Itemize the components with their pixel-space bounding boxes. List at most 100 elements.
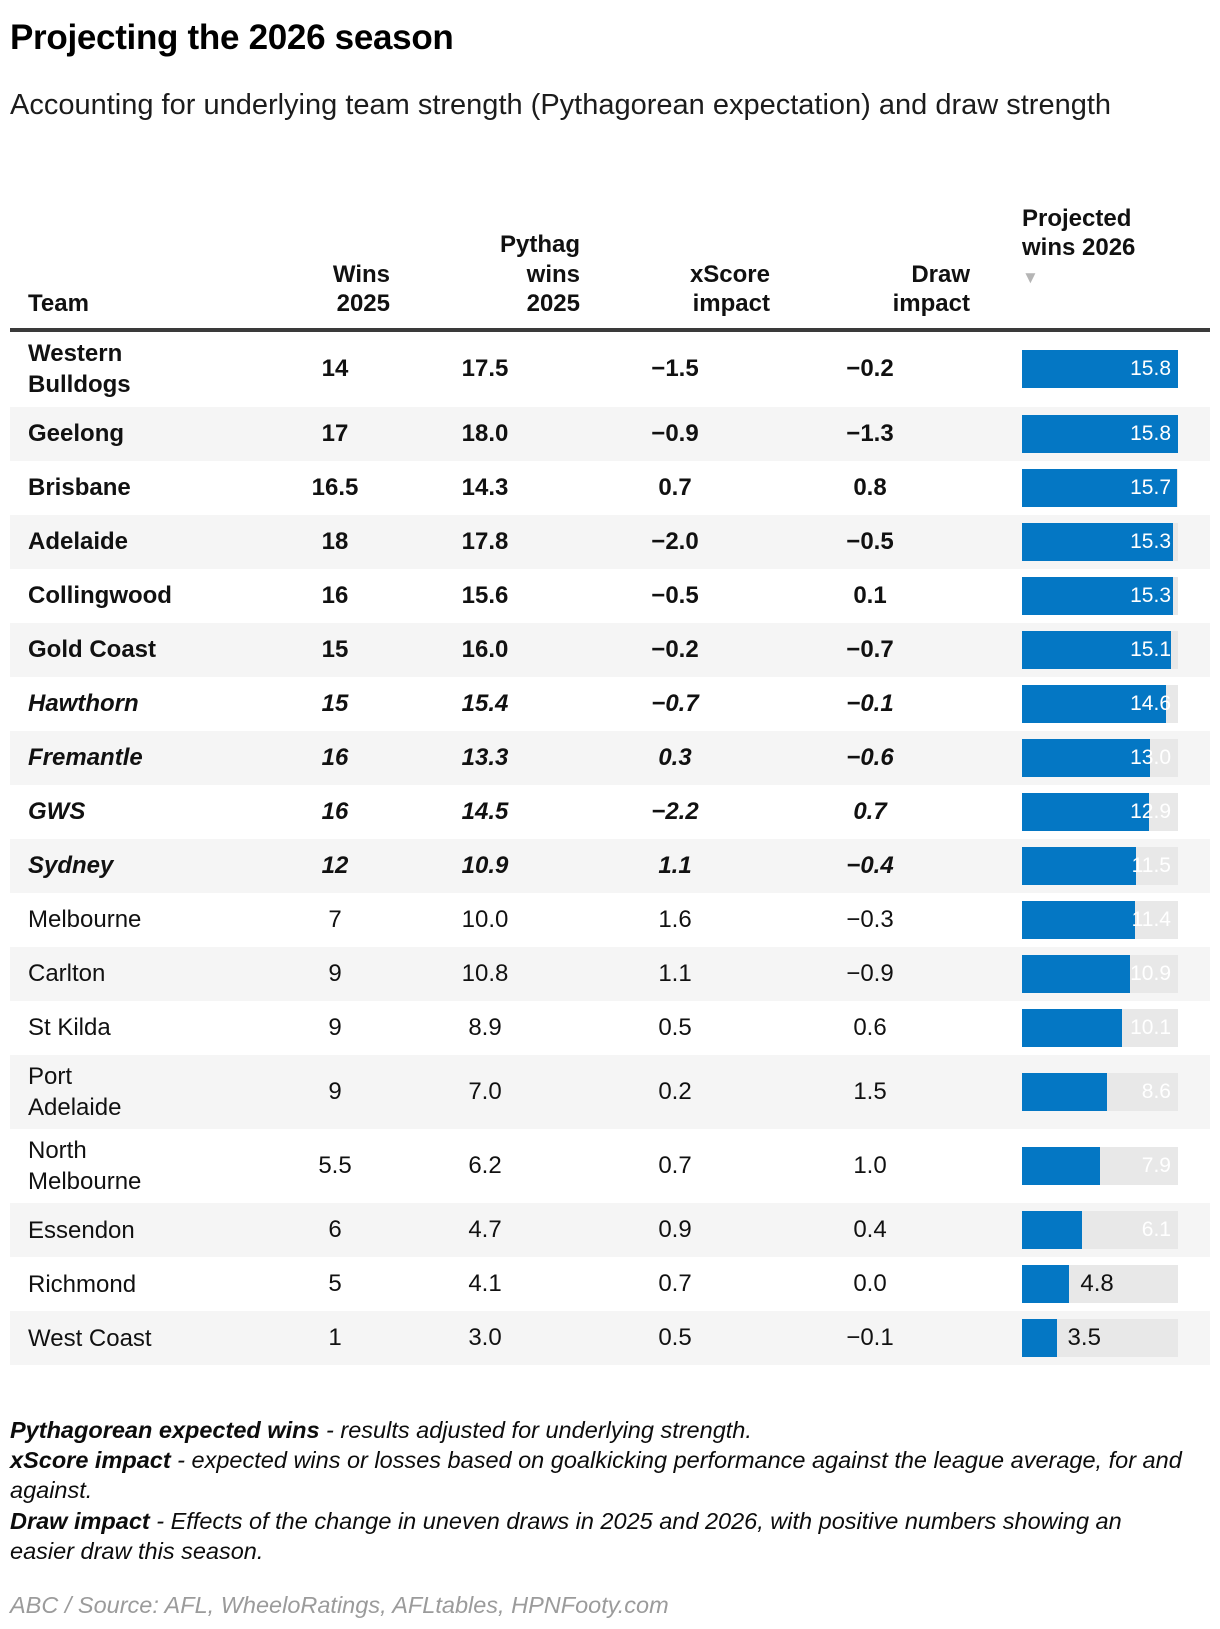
- table-body: Western Bulldogs 14 17.5 −1.5 −0.2 15.8 Geelon…: [10, 332, 1210, 1366]
- projected-wins-label: 8.6: [1141, 1079, 1171, 1103]
- pythag-wins-2025-value: 10.0: [461, 905, 509, 933]
- footnote-pythagorean: Pythagorean expected wins - results adju…: [10, 1415, 1190, 1445]
- wins-2025-value: 16: [321, 581, 349, 609]
- xscore-impact-value: −1.5: [651, 355, 699, 383]
- table-row: Gold Coast 15 16.0 −0.2 −0.7 15.1: [10, 622, 1210, 677]
- projected-wins-label: 10.9: [1130, 961, 1171, 985]
- draw-impact-value: 1.5: [853, 1077, 887, 1105]
- projected-wins-label: 15.7: [1130, 475, 1171, 499]
- pythag-wins-2025-value: 4.7: [468, 1216, 502, 1244]
- projected-wins-bar: [1022, 468, 1178, 507]
- projected-wins-label: 14.6: [1130, 691, 1171, 715]
- team-name: Western Bulldogs: [28, 340, 131, 399]
- projected-wins-bar-track: 3.5: [1022, 1319, 1178, 1358]
- team-name: Fremantle: [28, 743, 143, 771]
- xscore-impact-value: 0.5: [658, 1324, 692, 1352]
- xscore-impact-value: 1.1: [658, 959, 692, 987]
- xscore-impact-value: −0.9: [651, 419, 699, 447]
- projected-wins-label: 13.0: [1130, 745, 1171, 769]
- draw-impact-value: −0.4: [846, 851, 894, 879]
- table-row: Brisbane 16.5 14.3 0.7 0.8 15.7: [10, 461, 1210, 515]
- projected-wins-bar-track: 15.8: [1022, 350, 1178, 389]
- draw-impact-value: 0.6: [853, 1013, 887, 1041]
- projected-wins-label: 15.3: [1130, 583, 1171, 607]
- table-header-row: Team Wins 2025 Pythag wins 2025 xScore i…: [10, 174, 1210, 333]
- xscore-impact-value: 0.5: [658, 1013, 692, 1041]
- team-name: Collingwood: [28, 581, 172, 609]
- draw-impact-value: −0.1: [846, 689, 894, 717]
- table-row: St Kilda 9 8.9 0.5 0.6 10.1: [10, 1001, 1210, 1055]
- table-row: North Melbourne 5.5 6.2 0.7 1.0 7.9: [10, 1129, 1210, 1203]
- projected-wins-cell: 13.0: [970, 738, 1210, 777]
- xscore-impact-value: −0.2: [651, 635, 699, 663]
- table-row: Geelong 17 18.0 −0.9 −1.3 15.8: [10, 406, 1210, 461]
- xscore-impact-value: 0.3: [658, 743, 692, 771]
- team-name: Port Adelaide: [28, 1062, 122, 1121]
- column-header-xscore-impact[interactable]: xScore impact: [689, 260, 770, 317]
- draw-impact-value: 0.4: [853, 1216, 887, 1244]
- table-row: Essendon 6 4.7 0.9 0.4 6.1: [10, 1203, 1210, 1258]
- source-attribution: ABC / Source: AFL, WheeloRatings, AFLtab…: [10, 1591, 669, 1618]
- xscore-impact-value: −0.5: [651, 581, 699, 609]
- projected-wins-bar: [1022, 954, 1130, 993]
- projected-wins-bar: [1022, 846, 1136, 885]
- team-name: Carlton: [28, 959, 106, 987]
- column-header-draw-impact[interactable]: Draw impact: [892, 260, 970, 317]
- column-header-wins-2025[interactable]: Wins 2025: [332, 260, 390, 317]
- table-row: Hawthorn 15 15.4 −0.7 −0.1 14.6: [10, 677, 1210, 731]
- xscore-impact-value: 0.9: [658, 1216, 692, 1244]
- wins-2025-value: 16: [321, 797, 349, 825]
- projected-wins-bar: [1022, 1211, 1083, 1250]
- xscore-impact-value: −0.7: [651, 689, 699, 717]
- wins-2025-value: 1: [328, 1324, 342, 1352]
- wins-2025-value: 9: [328, 1013, 342, 1041]
- team-name: Richmond: [28, 1270, 137, 1298]
- xscore-impact-value: −2.0: [651, 527, 699, 555]
- pythag-wins-2025-value: 10.8: [461, 959, 509, 987]
- projected-wins-cell: 15.8: [970, 350, 1210, 389]
- draw-impact-value: −0.6: [846, 743, 894, 771]
- projected-wins-bar-track: 10.1: [1022, 1008, 1178, 1047]
- team-name: Geelong: [28, 419, 125, 447]
- column-header-pythag-wins-2025[interactable]: Pythag wins 2025: [499, 231, 580, 317]
- projected-wins-bar: 3.5: [1022, 1319, 1101, 1358]
- xscore-impact-value: 1.1: [658, 851, 692, 879]
- projected-wins-cell: 15.1: [970, 630, 1210, 669]
- table-row: Fremantle 16 13.3 0.3 −0.6 13.0: [10, 730, 1210, 785]
- pythag-wins-2025-value: 18.0: [461, 419, 509, 447]
- column-header-projected-wins-2026[interactable]: Projected wins 2026 ▼: [970, 174, 1210, 318]
- projected-wins-bar: [1022, 522, 1174, 561]
- projected-wins-cell: 7.9: [970, 1147, 1210, 1186]
- projected-wins-label: 11.5: [1131, 853, 1171, 877]
- projected-wins-cell: 10.9: [970, 954, 1210, 993]
- projected-wins-bar: [1022, 792, 1150, 831]
- team-name: St Kilda: [28, 1013, 111, 1041]
- wins-2025-value: 5.5: [318, 1152, 352, 1180]
- draw-impact-value: 0.1: [853, 581, 887, 609]
- projected-wins-bar: [1022, 1072, 1107, 1111]
- column-header-team[interactable]: Team: [28, 289, 89, 317]
- footnote-xscore: xScore impact - expected wins or losses …: [10, 1445, 1190, 1505]
- projected-wins-bar-track: 15.7: [1022, 468, 1178, 507]
- projected-wins-label: 12.9: [1130, 799, 1171, 823]
- pythag-wins-2025-value: 8.9: [468, 1013, 502, 1041]
- pythag-wins-2025-value: 14.5: [461, 797, 509, 825]
- draw-impact-value: 0.7: [853, 797, 887, 825]
- pythag-wins-2025-value: 15.4: [461, 689, 509, 717]
- projected-wins-bar: [1022, 350, 1178, 389]
- projected-wins-bar-track: 15.3: [1022, 576, 1178, 615]
- projected-wins-cell: 15.3: [970, 522, 1210, 561]
- draw-impact-value: −1.3: [846, 419, 894, 447]
- xscore-impact-value: 0.7: [658, 1152, 692, 1180]
- pythag-wins-2025-value: 10.9: [461, 851, 509, 879]
- pythag-wins-2025-value: 3.0: [468, 1324, 502, 1352]
- projected-wins-cell: 11.5: [970, 846, 1210, 885]
- column-header-projected-label: Projected wins 2026: [1022, 204, 1136, 261]
- projected-wins-bar-track: 15.8: [1022, 414, 1178, 453]
- footnotes: Pythagorean expected wins - results adju…: [10, 1415, 1190, 1565]
- xscore-impact-value: 1.6: [658, 905, 692, 933]
- draw-impact-value: 0.0: [853, 1270, 887, 1298]
- table-row: Collingwood 16 15.6 −0.5 0.1 15.3: [10, 569, 1210, 623]
- wins-2025-value: 16.5: [311, 473, 359, 501]
